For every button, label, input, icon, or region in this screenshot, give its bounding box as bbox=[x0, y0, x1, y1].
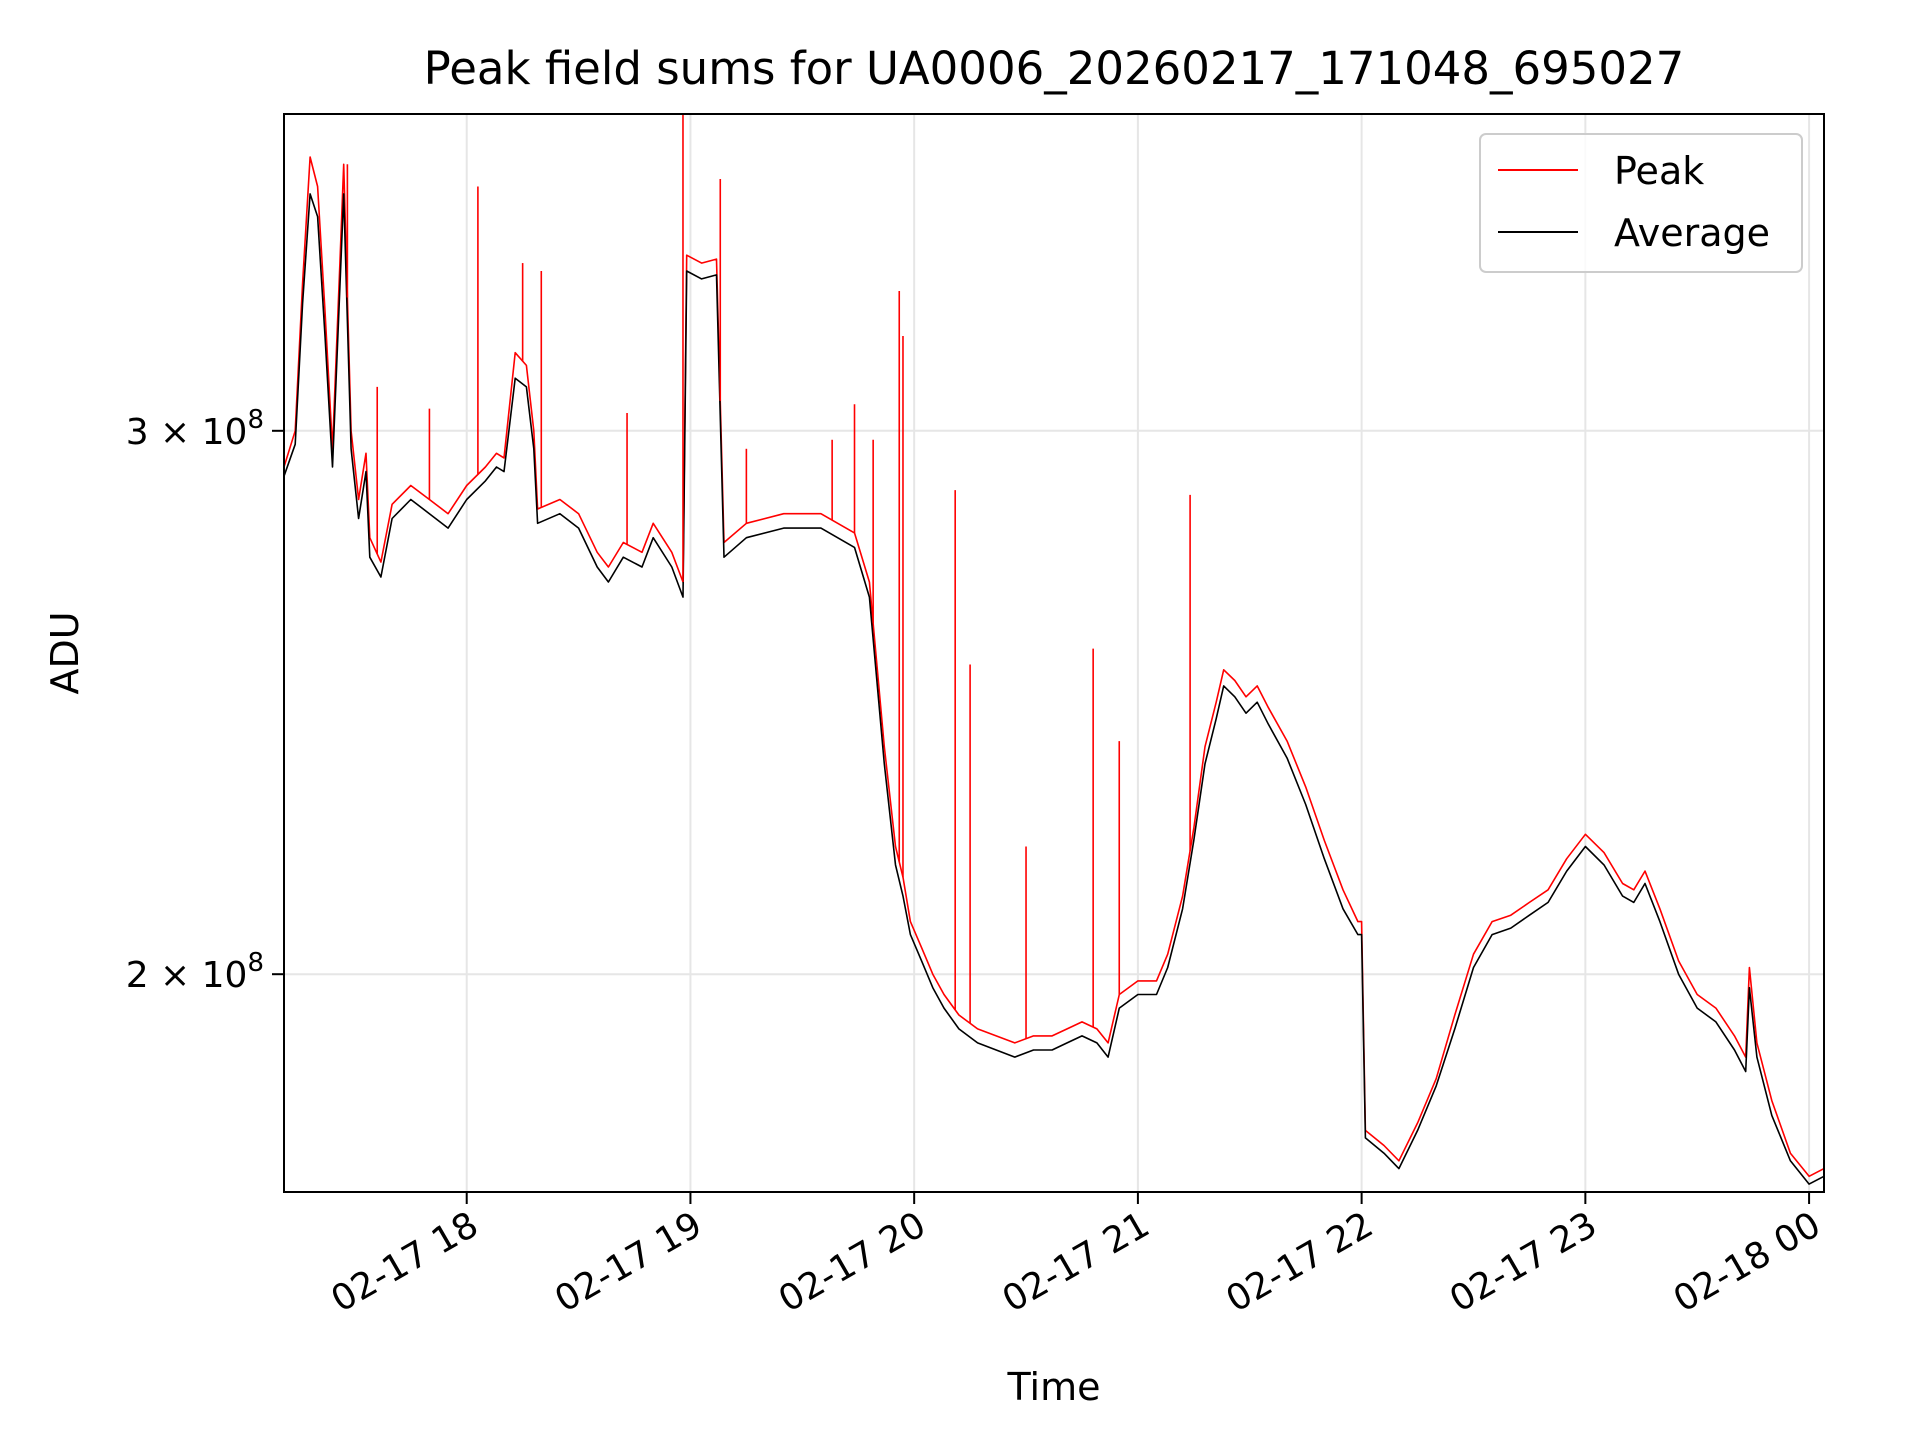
series-line-average bbox=[283, 193, 1825, 1185]
plot-area-frame bbox=[283, 113, 1825, 1193]
series-line-peak bbox=[283, 156, 1825, 1178]
y-tick-label: 2 × 108 bbox=[126, 948, 264, 996]
legend: Peak Average bbox=[1479, 133, 1803, 273]
y-tick-label: 3 × 108 bbox=[126, 405, 264, 453]
y-axis-label: ADU bbox=[43, 611, 87, 694]
chart-title: Peak field sums for UA0006_20260217_1710… bbox=[424, 42, 1685, 95]
legend-box bbox=[1479, 133, 1803, 273]
legend-label-average: Average bbox=[1614, 211, 1770, 255]
y-axis: 2 × 108 3 × 108 bbox=[126, 405, 284, 996]
series-layer bbox=[283, 114, 1825, 1185]
x-axis-label: Time bbox=[1007, 1365, 1101, 1409]
legend-label-peak: Peak bbox=[1614, 149, 1704, 193]
